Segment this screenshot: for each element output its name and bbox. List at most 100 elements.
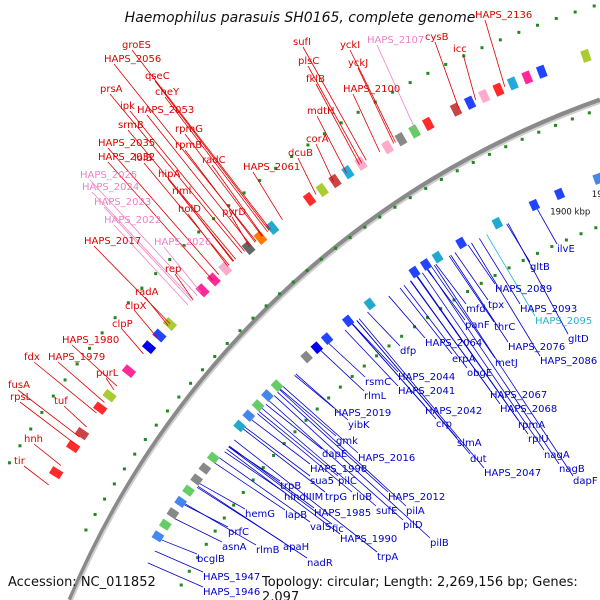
gene-label: lapB — [285, 510, 307, 521]
reverse-gene-block — [592, 172, 600, 185]
gene-label: HAPS_1980 — [62, 335, 119, 346]
gene-label: fic — [332, 524, 344, 535]
leader-line — [344, 329, 399, 387]
leader-line — [134, 310, 158, 339]
tick-dot — [479, 281, 483, 285]
leader-line — [33, 443, 62, 466]
leader-line — [257, 413, 353, 493]
leader-line — [231, 216, 250, 248]
leader-line — [302, 46, 367, 161]
forward-gene-block — [478, 88, 491, 104]
gene-label: nagB — [559, 464, 585, 475]
leader-line — [105, 377, 115, 391]
tick-dot — [133, 452, 137, 456]
tick-dot — [391, 90, 395, 94]
tick-dot — [232, 503, 236, 507]
backbone-outer-arc — [67, 97, 600, 600]
leader-line — [244, 426, 311, 477]
tick-dot — [290, 154, 294, 158]
gene-label: lolB — [134, 153, 153, 164]
forward-gene-block — [394, 131, 408, 147]
leader-line — [93, 245, 171, 325]
tick-dot — [154, 272, 158, 276]
leader-line — [252, 171, 283, 221]
leader-line — [484, 19, 506, 87]
tick-dot — [222, 516, 226, 520]
tick-dot — [375, 354, 379, 358]
tick-dot — [274, 166, 278, 170]
tick-dot — [201, 368, 205, 372]
leader-line — [328, 343, 366, 378]
gene-label: radA — [135, 287, 159, 298]
gene-label: fusA — [8, 380, 30, 391]
tick-dot — [189, 381, 193, 385]
gene-label: HAPS_2044 — [398, 372, 455, 383]
gene-label: yckJ — [348, 58, 368, 69]
gene-label: slmA — [457, 438, 482, 449]
gene-label: asnA — [222, 542, 247, 553]
tick-dot — [564, 238, 568, 242]
leader-line — [185, 503, 257, 546]
leader-line — [467, 244, 496, 285]
forward-gene-block — [152, 328, 167, 343]
gene-label: erpA — [452, 354, 476, 365]
gene-label: hemG — [245, 509, 275, 520]
tick-dot — [553, 123, 557, 127]
leader-line — [479, 238, 521, 305]
leader-line — [486, 234, 536, 317]
leader-line — [71, 344, 118, 387]
tick-dot — [196, 556, 200, 560]
leader-line — [403, 284, 468, 369]
tick-dot — [168, 257, 172, 261]
gene-label: gmk — [336, 436, 358, 447]
forward-gene-block — [121, 364, 137, 379]
gene-label: HAPS_2086 — [540, 356, 597, 367]
tick-dot — [535, 251, 539, 255]
forward-gene-block — [354, 156, 368, 171]
tick-dot — [319, 257, 323, 261]
leader-line — [294, 374, 335, 409]
gene-label: plsC — [298, 56, 319, 67]
leader-line — [282, 386, 359, 454]
gene-label: hipA — [158, 169, 180, 180]
leader-line — [410, 280, 501, 405]
gene-label: tpx — [488, 300, 504, 311]
leader-line — [376, 44, 417, 131]
leader-line — [228, 446, 281, 482]
leader-line — [352, 93, 381, 153]
forward-gene-block — [195, 283, 210, 298]
forward-gene-block — [206, 272, 221, 287]
leader-line — [131, 49, 271, 230]
gene-label: ilvE — [557, 244, 575, 255]
gene-label: HAPS_1998 — [310, 464, 367, 475]
gene-label: yibK — [348, 420, 370, 431]
gene-label: panF — [465, 320, 490, 331]
reverse-gene-block — [206, 451, 220, 464]
gene-label: cysB — [425, 32, 449, 43]
gene-label: HAPS_1947 — [203, 572, 260, 583]
forward-gene-block — [265, 220, 280, 236]
leader-line — [243, 428, 326, 493]
forward-gene-block — [421, 116, 435, 132]
gene-label: rpmB — [175, 140, 202, 151]
gene-label: pilA — [406, 506, 425, 517]
leader-line — [228, 446, 333, 525]
leader-line — [261, 408, 377, 507]
gene-label: nagA — [544, 450, 570, 461]
tick-dot — [378, 215, 382, 219]
reverse-gene-block — [151, 530, 165, 543]
gene-label: HAPS_2017 — [84, 236, 141, 247]
gene-label: HAPS_2041 — [398, 386, 455, 397]
tick-dot — [439, 177, 443, 181]
leader-line — [507, 223, 569, 335]
leader-line — [399, 287, 453, 355]
leader-line — [174, 273, 194, 301]
gene-label: holD — [178, 204, 201, 215]
leader-line — [219, 457, 311, 523]
gene-label: riml — [172, 186, 191, 197]
gene-label: pyrD — [222, 207, 246, 218]
gene-feature-blocks — [48, 48, 600, 543]
gene-label: rplU — [528, 434, 549, 445]
gene-label: HAPS_2076 — [508, 342, 565, 353]
gene-label: dapE — [322, 449, 347, 460]
